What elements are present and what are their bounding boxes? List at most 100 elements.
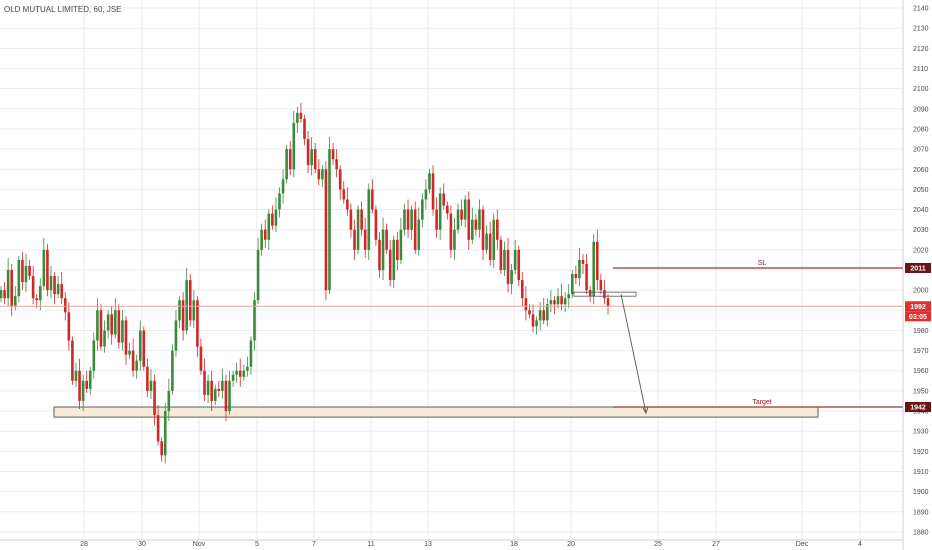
candle[interactable]	[213, 384, 217, 405]
candle[interactable]	[210, 370, 213, 412]
candle[interactable]	[406, 199, 410, 238]
candle[interactable]	[292, 110, 296, 178]
candle[interactable]	[553, 296, 556, 315]
candle[interactable]	[285, 145, 288, 184]
candle[interactable]	[310, 137, 313, 176]
candle[interactable]	[188, 274, 192, 327]
candle[interactable]	[381, 217, 385, 281]
candle[interactable]	[531, 304, 535, 333]
candle[interactable]	[442, 183, 446, 210]
projection-arrow[interactable]	[620, 294, 647, 414]
candle[interactable]	[324, 161, 328, 301]
candle[interactable]	[488, 221, 492, 266]
candle[interactable]	[231, 370, 235, 387]
candle[interactable]	[503, 241, 506, 277]
candle[interactable]	[388, 239, 392, 287]
candle[interactable]	[238, 358, 242, 387]
candle[interactable]	[267, 209, 271, 250]
candle[interactable]	[392, 235, 396, 289]
candle[interactable]	[592, 233, 596, 305]
candle[interactable]	[567, 284, 571, 309]
candle[interactable]	[217, 380, 221, 397]
candle[interactable]	[246, 356, 249, 377]
candle[interactable]	[478, 199, 481, 238]
candle[interactable]	[153, 374, 156, 426]
candle[interactable]	[249, 336, 253, 375]
candle[interactable]	[181, 292, 185, 341]
candle[interactable]	[149, 368, 153, 399]
candle[interactable]	[413, 201, 417, 254]
candle[interactable]	[28, 259, 31, 281]
candle[interactable]	[499, 235, 503, 275]
candle[interactable]	[538, 302, 542, 331]
candle[interactable]	[196, 296, 199, 357]
candle[interactable]	[403, 203, 406, 236]
candle[interactable]	[131, 338, 135, 377]
candle[interactable]	[49, 265, 53, 299]
candle[interactable]	[203, 358, 206, 401]
candle[interactable]	[185, 267, 188, 335]
candle[interactable]	[460, 199, 463, 226]
candle[interactable]	[38, 278, 42, 311]
candle[interactable]	[449, 205, 453, 258]
candle[interactable]	[521, 272, 524, 307]
candle[interactable]	[428, 169, 431, 194]
candle[interactable]	[96, 298, 99, 351]
candle[interactable]	[271, 205, 274, 230]
candle[interactable]	[371, 179, 374, 214]
candle[interactable]	[135, 354, 138, 379]
candle[interactable]	[313, 143, 317, 174]
candle[interactable]	[342, 181, 346, 204]
candle[interactable]	[56, 276, 60, 299]
candle[interactable]	[506, 237, 510, 293]
candle[interactable]	[160, 437, 163, 462]
candle[interactable]	[103, 320, 106, 353]
candle[interactable]	[378, 231, 381, 279]
candle[interactable]	[546, 298, 549, 327]
candle[interactable]	[235, 362, 238, 383]
candle[interactable]	[10, 263, 14, 317]
candle[interactable]	[356, 205, 360, 254]
candle[interactable]	[263, 219, 267, 248]
candle[interactable]	[570, 270, 574, 299]
candle[interactable]	[585, 253, 588, 295]
candle[interactable]	[474, 213, 478, 236]
candle[interactable]	[338, 165, 342, 200]
candle[interactable]	[0, 286, 3, 303]
candle[interactable]	[88, 366, 92, 395]
candle[interactable]	[53, 272, 56, 305]
candle[interactable]	[424, 179, 428, 210]
candle[interactable]	[535, 316, 538, 335]
candle[interactable]	[242, 364, 246, 381]
candle[interactable]	[78, 358, 81, 410]
candle[interactable]	[124, 316, 128, 365]
candle[interactable]	[92, 332, 96, 379]
candle[interactable]	[456, 203, 460, 234]
candle[interactable]	[542, 298, 546, 325]
candle[interactable]	[446, 201, 449, 220]
price-axis[interactable]: 1880 1890 1900 1910 1920 1930 1940 1950 1960 1970…	[902, 0, 931, 550]
candle[interactable]	[417, 207, 421, 256]
candle[interactable]	[178, 296, 181, 329]
candle[interactable]	[128, 342, 131, 359]
candle[interactable]	[496, 209, 499, 250]
candle[interactable]	[288, 141, 292, 176]
candle[interactable]	[296, 106, 299, 133]
candle[interactable]	[110, 306, 113, 345]
candle[interactable]	[224, 374, 228, 422]
candle[interactable]	[517, 245, 521, 287]
candle[interactable]	[3, 282, 6, 305]
candle[interactable]	[256, 237, 260, 305]
candle[interactable]	[71, 336, 74, 385]
candle[interactable]	[581, 253, 585, 275]
candle[interactable]	[99, 304, 103, 351]
candle[interactable]	[281, 169, 285, 204]
candle[interactable]	[192, 290, 196, 329]
candle[interactable]	[453, 217, 456, 260]
candle[interactable]	[606, 294, 610, 315]
candle[interactable]	[6, 257, 10, 307]
candle[interactable]	[595, 229, 599, 291]
candle[interactable]	[399, 217, 403, 264]
candle[interactable]	[331, 143, 335, 166]
candle[interactable]	[317, 159, 321, 186]
